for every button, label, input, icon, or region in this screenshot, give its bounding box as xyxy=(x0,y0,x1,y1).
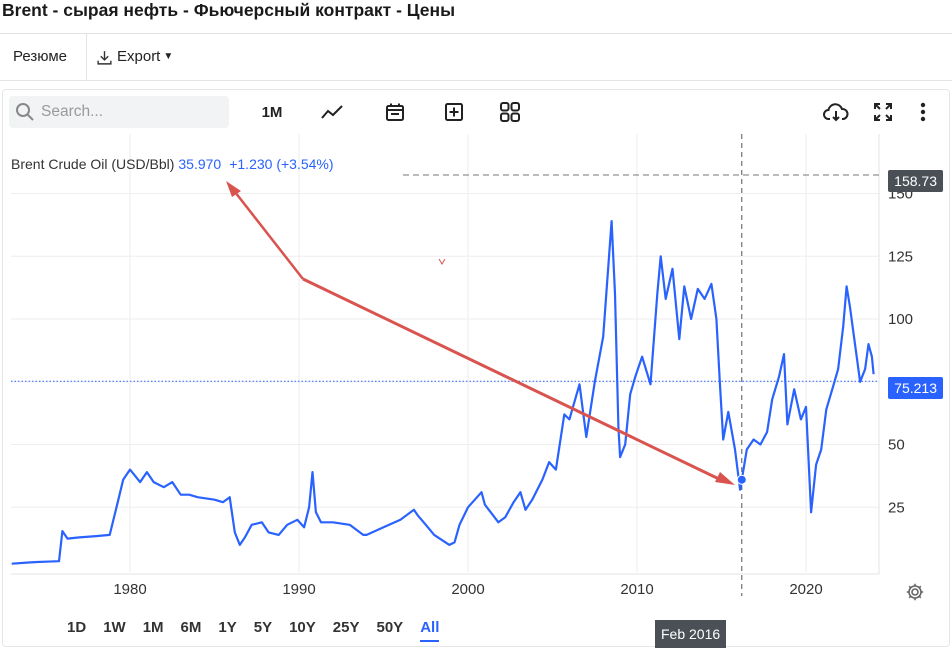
chart-widget: 1M 25507510012515019801990200020102020 B… xyxy=(2,89,950,648)
annotation-arrow xyxy=(302,277,720,481)
range-button[interactable]: 6M xyxy=(180,619,202,636)
range-button[interactable]: 1Y xyxy=(218,619,237,636)
price-chart[interactable]: 25507510012515019801990200020102020 xyxy=(3,134,949,646)
legend-value: 35.970 xyxy=(178,156,222,172)
range-button[interactable]: 1M xyxy=(142,619,164,636)
price-line xyxy=(11,220,875,565)
export-label: Export xyxy=(117,48,161,65)
annotation-arrowhead xyxy=(715,472,735,485)
y-tick-label: 50 xyxy=(888,437,905,454)
crosshair-date-tag: Feb 2016 xyxy=(655,620,727,648)
add-indicator-button[interactable] xyxy=(439,98,469,126)
y-tick-label: 25 xyxy=(888,499,905,516)
layout-button[interactable] xyxy=(495,98,525,126)
more-icon xyxy=(920,102,926,122)
calendar-icon xyxy=(386,103,404,121)
line-chart-icon xyxy=(321,105,343,119)
search-box[interactable] xyxy=(9,96,229,128)
chart-settings-button[interactable] xyxy=(905,582,927,604)
download-chart-button[interactable] xyxy=(821,98,851,126)
date-range-button[interactable] xyxy=(380,98,410,126)
chart-type-button[interactable] xyxy=(317,98,347,126)
search-icon xyxy=(16,103,34,121)
series-legend: Brent Crude Oil (USD/Bbl) 35.970 +1.230 (+… xyxy=(11,156,334,172)
tab-bar: Резюме Export ▼ xyxy=(0,33,952,81)
x-tick-label: 1990 xyxy=(282,581,315,598)
x-tick-label: 1980 xyxy=(113,581,146,598)
layout-icon xyxy=(500,102,520,122)
download-icon xyxy=(97,50,112,65)
legend-change: +1.230 (+3.54%) xyxy=(229,156,334,172)
y-tick-label: 100 xyxy=(888,311,913,328)
fullscreen-icon xyxy=(874,103,892,121)
range-selector: 1D 1W 1M 6M 1Y 5Y 10Y 25Y 50Y All xyxy=(67,614,456,642)
x-tick-label: 2000 xyxy=(451,581,484,598)
export-menu-button[interactable]: Export ▼ xyxy=(86,34,173,80)
annotation-mark xyxy=(438,258,446,265)
caret-down-icon: ▼ xyxy=(163,51,174,62)
legend-series-name: Brent Crude Oil (USD/Bbl) xyxy=(11,156,175,172)
chart-toolbar: 1M xyxy=(3,90,949,134)
add-indicator-icon xyxy=(445,103,463,121)
range-button[interactable]: 1D xyxy=(67,619,87,636)
range-button[interactable]: All xyxy=(420,614,440,642)
fullscreen-button[interactable] xyxy=(869,98,897,126)
x-tick-label: 2020 xyxy=(789,581,822,598)
x-tick-label: 2010 xyxy=(620,581,653,598)
page-title: Brent - сырая нефть - Фьючерсный контрак… xyxy=(2,0,456,20)
range-button[interactable]: 10Y xyxy=(289,619,316,636)
crosshair-price-tag: 158.73 xyxy=(888,170,943,192)
more-options-button[interactable] xyxy=(911,98,935,126)
range-button[interactable]: 5Y xyxy=(253,619,273,636)
y-tick-label: 125 xyxy=(888,248,913,265)
gear-icon xyxy=(906,583,924,601)
annotation-arrowhead xyxy=(226,181,241,197)
interval-button[interactable]: 1M xyxy=(261,103,283,121)
range-button[interactable]: 50Y xyxy=(376,619,404,636)
range-button[interactable]: 25Y xyxy=(332,619,360,636)
annotation-arrow xyxy=(234,191,304,280)
last-price-tag: 75.213 xyxy=(888,377,943,399)
cloud-download-icon xyxy=(823,103,849,122)
chart-area[interactable]: 25507510012515019801990200020102020 Bren… xyxy=(3,134,949,648)
range-button[interactable]: 1W xyxy=(103,619,126,636)
search-input[interactable] xyxy=(39,102,223,122)
crosshair-point xyxy=(736,474,747,485)
tab-summary[interactable]: Резюме xyxy=(13,48,67,65)
